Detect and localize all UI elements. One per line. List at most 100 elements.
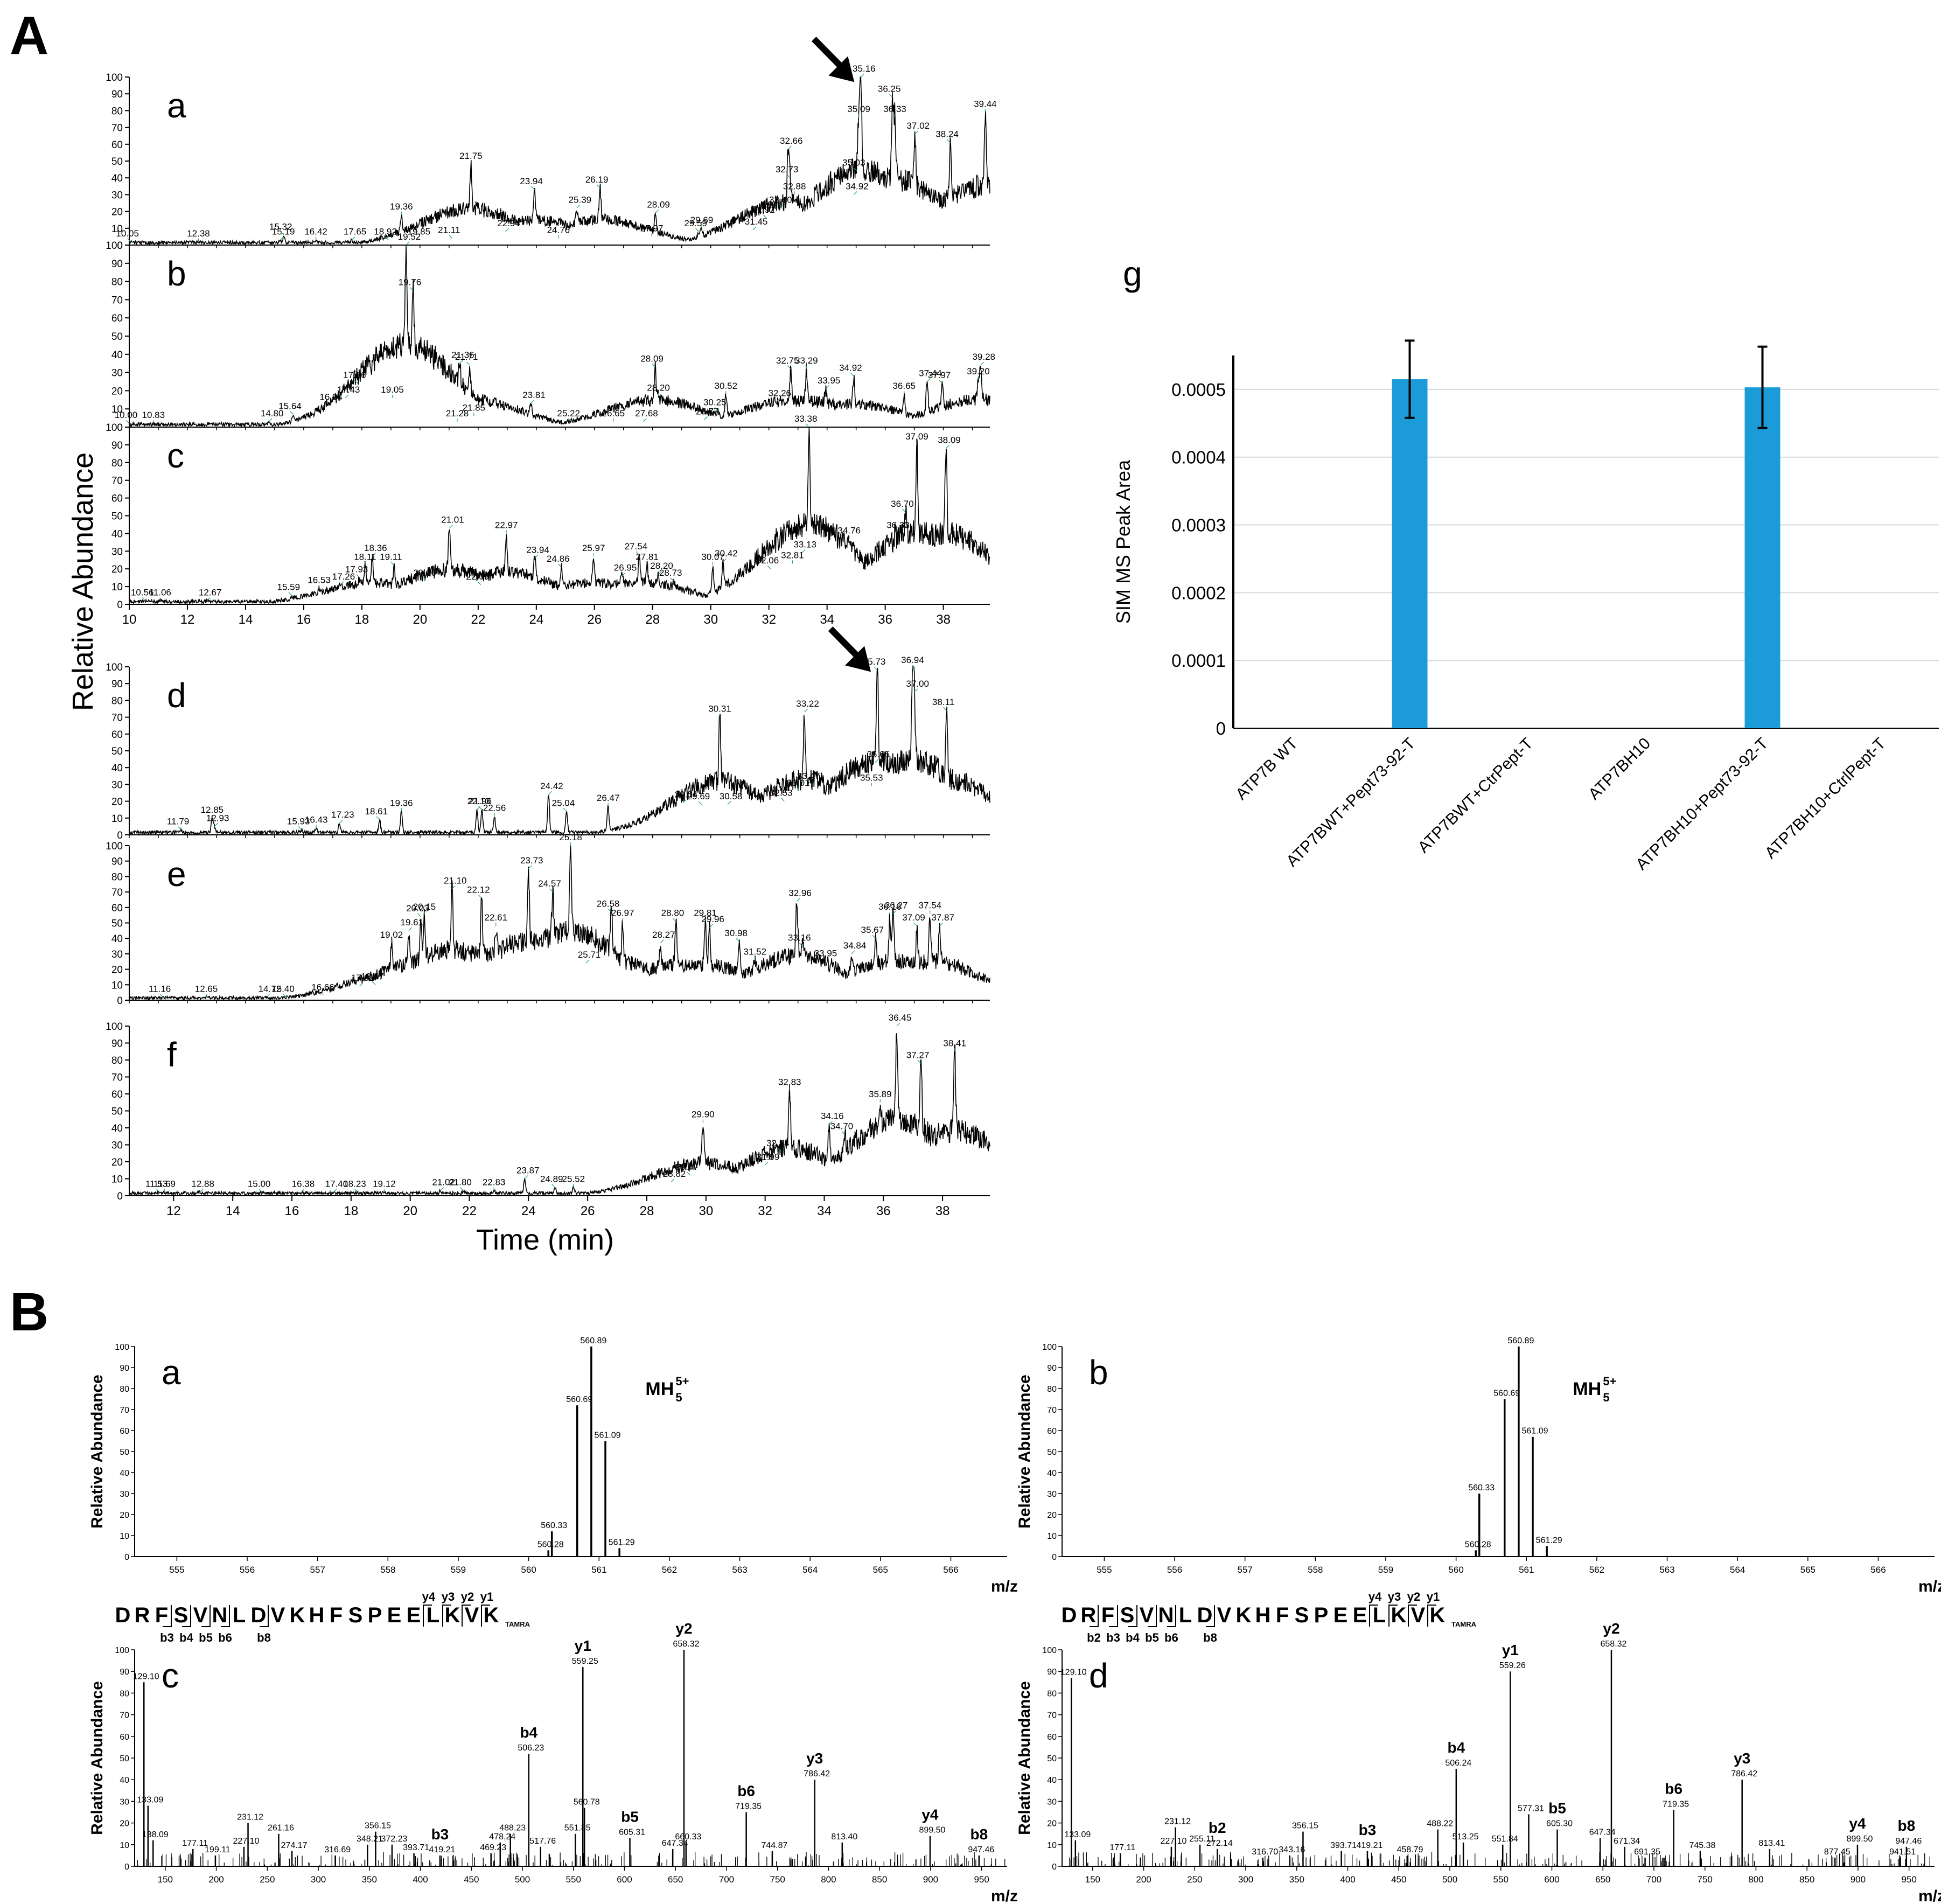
peak-label-leader xyxy=(722,558,727,562)
peak-label: 22.61 xyxy=(484,912,507,923)
ion-label: b5 xyxy=(1548,1800,1566,1817)
peak-label: 16.38 xyxy=(292,1179,315,1189)
peak-label: 21.36 xyxy=(451,350,474,360)
y-tick-label: 60 xyxy=(111,493,123,505)
peak-label: 27.81 xyxy=(636,552,659,562)
x-tick-label: 30 xyxy=(703,612,718,627)
x-tick-label: 22 xyxy=(471,612,485,627)
peak-label: 19.02 xyxy=(380,930,403,940)
b-ion-bracket xyxy=(1109,1605,1118,1627)
category-label: ATP7BWT+CtrPept-T xyxy=(1415,735,1537,856)
x-tick-label: 32 xyxy=(758,1204,772,1218)
residue: E xyxy=(407,1603,421,1627)
y-tick-label: 30 xyxy=(1047,1797,1057,1807)
category-label: ATP7B WT xyxy=(1232,735,1301,804)
peak-label: 177.11 xyxy=(1109,1843,1135,1852)
peak-label: 560.33 xyxy=(1468,1483,1495,1492)
peak-label-leader xyxy=(714,407,718,412)
x-tick-label: 560 xyxy=(521,1565,536,1575)
x-tick-label: 32 xyxy=(762,612,776,627)
peak-label: 25.18 xyxy=(559,832,582,842)
y-tick-label: 60 xyxy=(111,313,123,324)
peak-label-leader xyxy=(298,826,302,831)
peak-label: 23.87 xyxy=(516,1166,540,1176)
peak-label-leader xyxy=(390,562,395,566)
peak-label: 33.13 xyxy=(793,540,816,550)
x-tick-label: 250 xyxy=(1187,1874,1202,1885)
x-tick-label: 557 xyxy=(310,1565,325,1575)
peak-label-leader xyxy=(939,380,943,384)
y-tick-label: 40 xyxy=(111,528,123,540)
y-tick-label: 0 xyxy=(124,1863,129,1872)
b-ion-bracket xyxy=(221,1605,230,1627)
peak-label: 27.54 xyxy=(625,541,648,552)
mz-axis-title: m/z xyxy=(991,1887,1018,1904)
peak-label: 561.09 xyxy=(1522,1427,1548,1436)
peak-label-leader xyxy=(268,418,273,422)
peak-label: 20.15 xyxy=(413,902,436,912)
y-tick-label: 80 xyxy=(111,1055,123,1066)
y-tick-label: 40 xyxy=(111,763,123,774)
peak-label: 19.12 xyxy=(373,1179,396,1189)
y-tick-label: 10 xyxy=(111,224,123,235)
peak-label: 458.79 xyxy=(1397,1845,1423,1854)
peak-label-leader xyxy=(376,816,380,820)
peak-label-leader xyxy=(703,416,708,420)
x-tick-label: 558 xyxy=(380,1565,395,1575)
peak-label: 30.52 xyxy=(715,381,738,391)
peak-label: 14.80 xyxy=(261,408,284,419)
peak-label-leader xyxy=(801,549,806,554)
peak-label-leader xyxy=(695,228,700,232)
peak-label: 506.23 xyxy=(518,1743,544,1753)
peak-label: 29.59 xyxy=(684,218,707,228)
peak-label-leader xyxy=(767,565,771,569)
y-ion-label: y4 xyxy=(1369,1590,1382,1603)
peak-label: 30.42 xyxy=(715,548,738,559)
x-tick-label: 400 xyxy=(413,1874,428,1885)
peak-label: 30.07 xyxy=(701,552,724,562)
peak-label: 36.16 xyxy=(878,902,902,912)
panel-letter-d: d xyxy=(1089,1656,1108,1695)
residue: F xyxy=(1276,1603,1289,1627)
peak-label: 39.44 xyxy=(974,99,997,109)
peak-label: 560.33 xyxy=(541,1521,567,1530)
category-label: ATP7BH10 xyxy=(1585,735,1654,804)
peak-label-leader xyxy=(698,801,702,805)
peak-label-leader xyxy=(290,410,294,415)
y-tick-label: 20 xyxy=(111,1157,123,1168)
peak-label-leader xyxy=(417,913,421,917)
peak-label: 647.34 xyxy=(662,1839,688,1848)
peak-label: 227.10 xyxy=(233,1837,259,1846)
y-tick-label: 20 xyxy=(1047,1511,1057,1520)
b-ion-label: b6 xyxy=(218,1631,232,1644)
peak-label: 37.87 xyxy=(931,912,954,923)
peak-label: 30.25 xyxy=(703,397,727,408)
peak-label: 10.56 xyxy=(131,587,154,597)
peak-label: 745.38 xyxy=(1689,1841,1715,1850)
peak-label-leader xyxy=(902,508,906,513)
peak-label-leader xyxy=(280,236,284,241)
x-tick-label: 950 xyxy=(974,1874,989,1885)
residue: H xyxy=(1255,1603,1271,1627)
peak-label-leader xyxy=(178,826,182,831)
peak-label-leader xyxy=(660,939,664,944)
x-tick-label: 559 xyxy=(451,1565,466,1575)
peak-label: 31.99 xyxy=(757,1152,780,1162)
y-ion-label: y1 xyxy=(1427,1590,1440,1603)
residue: K xyxy=(290,1603,305,1627)
peak-label: 37.54 xyxy=(919,900,942,910)
y-tick-label: 0.0005 xyxy=(1171,380,1226,400)
peak-label: 36.65 xyxy=(892,381,916,391)
signal-trace xyxy=(129,845,990,1001)
peak-label: 30.31 xyxy=(708,704,731,714)
ion-label: y3 xyxy=(806,1750,823,1767)
peak-label-leader xyxy=(672,918,676,922)
residue: R xyxy=(135,1603,150,1627)
residue: P xyxy=(368,1603,382,1627)
peak-label: 28.27 xyxy=(652,930,675,940)
peak-label: 19.36 xyxy=(390,201,413,212)
b-ion-bracket xyxy=(1148,1605,1157,1627)
peak-label: 22.12 xyxy=(467,885,490,895)
peak-label: 23.81 xyxy=(522,390,546,400)
